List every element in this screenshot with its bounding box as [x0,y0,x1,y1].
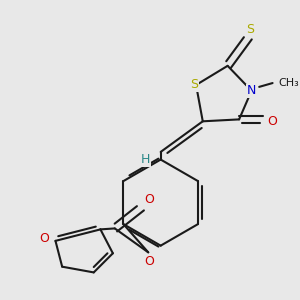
Text: CH₃: CH₃ [278,78,299,88]
Text: H: H [141,153,150,166]
Text: O: O [268,115,278,128]
Text: S: S [190,79,198,92]
Text: O: O [144,255,154,268]
Text: N: N [247,84,256,97]
Text: S: S [247,23,255,36]
Text: O: O [39,232,49,245]
Text: O: O [144,193,154,206]
